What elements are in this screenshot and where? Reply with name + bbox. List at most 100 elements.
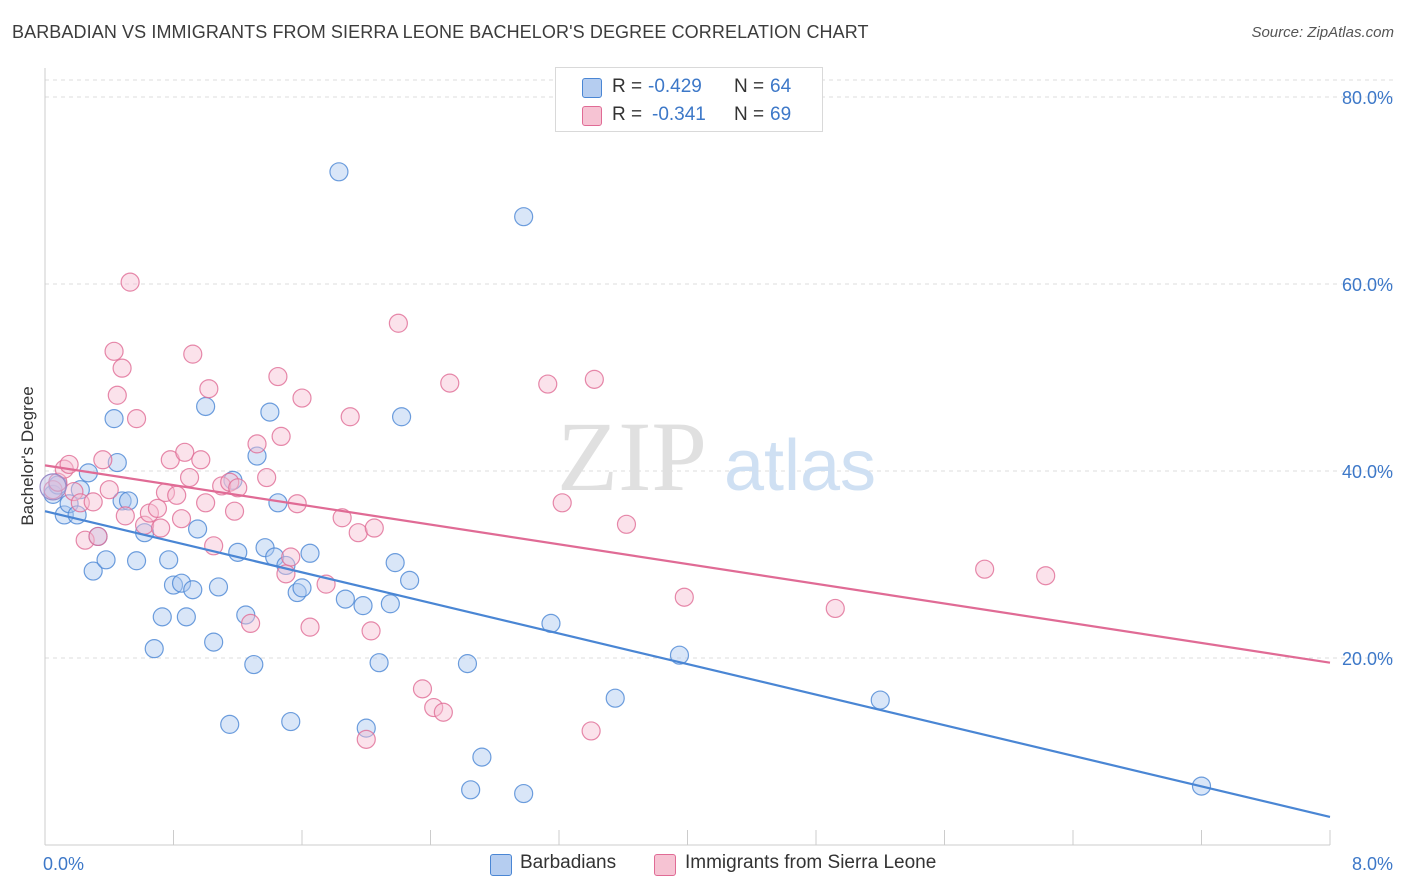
- point-sierra-leone: [271, 426, 291, 447]
- legend-swatch-sierra-leone: [654, 854, 676, 876]
- point-sierra-leone: [183, 344, 203, 364]
- point-sierra-leone: [257, 467, 277, 488]
- point-sierra-leone: [440, 373, 460, 393]
- axes: [44, 68, 1331, 846]
- legend-swatch-pink: [582, 106, 602, 126]
- point-barbadians: [159, 550, 179, 570]
- watermark: ZIP atlas: [557, 401, 876, 512]
- legend-n-label: N =: [734, 76, 765, 97]
- point-barbadians: [171, 573, 192, 593]
- point-barbadians: [104, 409, 124, 429]
- y-tick-label: 40.0%: [1342, 462, 1393, 482]
- point-sierra-leone: [281, 547, 301, 567]
- point-sierra-leone: [552, 493, 572, 513]
- legend-r-value: -0.429: [648, 76, 702, 97]
- point-sierra-leone: [388, 313, 408, 333]
- point-sierra-leone: [75, 530, 95, 550]
- point-sierra-leone: [292, 388, 312, 408]
- point-sierra-leone: [424, 697, 444, 718]
- point-sierra-leone: [83, 492, 103, 512]
- point-barbadians: [353, 596, 373, 616]
- point-sierra-leone: [241, 613, 261, 634]
- stats-legend: R = -0.429 N = 64 R = -0.341 N = 69: [555, 67, 823, 132]
- point-barbadians: [196, 396, 216, 417]
- point-sierra-leone: [340, 407, 360, 427]
- point-barbadians: [329, 162, 349, 182]
- x-tick-label: 0.0%: [43, 854, 84, 874]
- watermark-atlas: atlas: [724, 426, 876, 506]
- point-barbadians: [187, 519, 208, 539]
- watermark-zip: ZIP: [557, 401, 707, 512]
- legend-r-label: R =: [612, 104, 643, 125]
- point-barbadians: [457, 654, 478, 674]
- point-sierra-leone: [179, 467, 200, 488]
- point-barbadians: [400, 570, 420, 590]
- point-sierra-leone: [538, 374, 558, 394]
- legend-r-value: -0.341: [652, 104, 706, 125]
- point-sierra-leone: [361, 621, 381, 641]
- legend-n-label: N =: [734, 104, 765, 125]
- legend-label-sierra-leone: Immigrants from Sierra Leone: [685, 852, 937, 873]
- chart-title: BARBADIAN VS IMMIGRANTS FROM SIERRA LEON…: [12, 22, 869, 42]
- point-sierra-leone: [584, 369, 604, 389]
- legend-row-barbadians: R = -0.429 N = 64: [556, 73, 822, 101]
- point-barbadians: [356, 718, 376, 738]
- y-tick-label: 20.0%: [1342, 649, 1393, 669]
- source-label: Source: ZipAtlas.com: [1251, 24, 1394, 41]
- point-sierra-leone: [107, 385, 127, 405]
- point-sierra-leone: [975, 559, 995, 579]
- point-sierra-leone: [93, 450, 113, 470]
- point-sierra-leone: [268, 366, 288, 387]
- point-sierra-leone: [674, 587, 694, 607]
- point-sierra-leone: [433, 702, 453, 722]
- point-sierra-leone: [99, 480, 119, 500]
- tick-labels: 20.0% 40.0% 60.0% 80.0% 0.0% 8.0%: [43, 88, 1393, 874]
- point-sierra-leone: [1036, 566, 1056, 586]
- point-barbadians: [391, 407, 412, 427]
- point-sierra-leone: [412, 679, 433, 699]
- legend-label-barbadians: Barbadians: [520, 852, 617, 873]
- point-barbadians: [83, 561, 103, 581]
- point-sierra-leone: [175, 442, 195, 462]
- point-sierra-leone: [348, 523, 368, 543]
- trend-lines: [44, 464, 1331, 819]
- point-barbadians: [204, 632, 224, 652]
- point-barbadians: [369, 653, 389, 673]
- point-barbadians: [870, 690, 890, 710]
- point-sierra-leone: [112, 358, 132, 378]
- x-tick-label: 8.0%: [1352, 854, 1393, 874]
- point-barbadians: [260, 402, 280, 422]
- point-barbadians: [605, 688, 625, 708]
- point-barbadians: [281, 711, 301, 732]
- legend-row-sierra-leone: R = -0.341 N = 69: [556, 101, 822, 129]
- point-sierra-leone: [115, 506, 135, 526]
- point-sierra-leone: [332, 508, 352, 528]
- point-sierra-leone: [196, 493, 216, 513]
- point-barbadians: [96, 550, 116, 570]
- point-barbadians: [380, 594, 400, 614]
- point-barbadians: [112, 491, 132, 511]
- point-barbadians: [669, 645, 690, 665]
- point-barbadians: [220, 714, 240, 734]
- point-sierra-leone: [167, 485, 187, 505]
- gridlines: [45, 79, 1395, 659]
- point-sierra-leone: [199, 379, 219, 399]
- point-sierra-leone: [104, 341, 124, 361]
- point-barbadians: [144, 639, 164, 659]
- legend-n-value: 64: [770, 76, 792, 97]
- point-barbadians: [472, 747, 492, 767]
- point-barbadians: [163, 575, 184, 595]
- point-sierra-leone: [300, 617, 320, 637]
- trend-line-sierra-leone: [44, 464, 1331, 664]
- legend-swatch-blue: [582, 78, 602, 98]
- point-sierra-leone: [228, 478, 248, 498]
- point-barbadians: [126, 551, 147, 571]
- point-barbadians: [152, 607, 172, 627]
- point-barbadians: [107, 452, 127, 473]
- point-barbadians: [514, 783, 534, 804]
- point-sierra-leone: [825, 598, 845, 619]
- point-barbadians: [208, 577, 229, 597]
- point-barbadians: [385, 553, 405, 573]
- y-tick-label: 60.0%: [1342, 275, 1393, 295]
